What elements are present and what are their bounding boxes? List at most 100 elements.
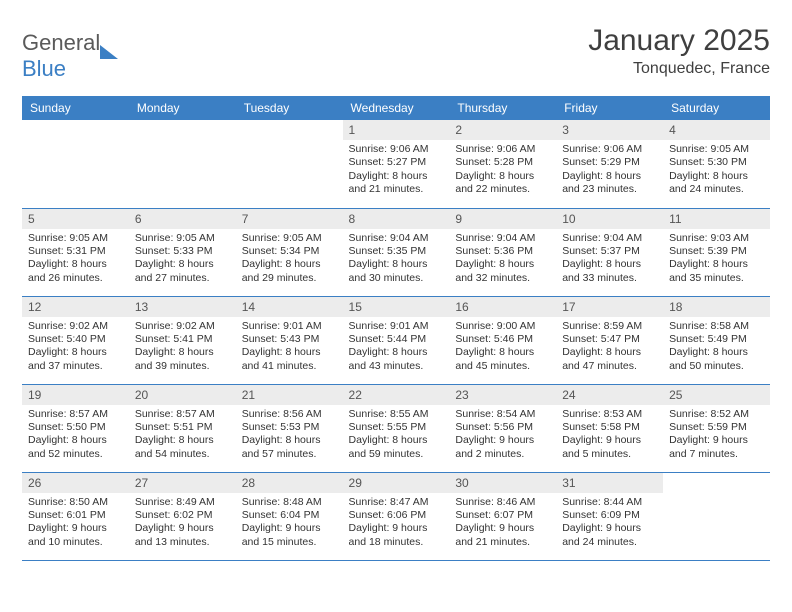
sunrise-text: Sunrise: 8:53 AM bbox=[562, 408, 642, 420]
sunset-text: Sunset: 5:43 PM bbox=[242, 333, 320, 345]
day-details: Sunrise: 9:06 AMSunset: 5:28 PMDaylight:… bbox=[449, 140, 556, 201]
day-details: Sunrise: 9:04 AMSunset: 5:36 PMDaylight:… bbox=[449, 229, 556, 290]
calendar-day-cell: 1Sunrise: 9:06 AMSunset: 5:27 PMDaylight… bbox=[343, 120, 450, 208]
calendar-day-cell: 19Sunrise: 8:57 AMSunset: 5:50 PMDayligh… bbox=[22, 384, 129, 472]
sunset-text: Sunset: 5:46 PM bbox=[455, 333, 533, 345]
calendar-day-cell: 4Sunrise: 9:05 AMSunset: 5:30 PMDaylight… bbox=[663, 120, 770, 208]
day-number: 16 bbox=[449, 297, 556, 317]
calendar-day-cell: 24 Sunrise: 8:53 AMSunset: 5:58 PMDayligh… bbox=[556, 384, 663, 472]
day-number: 27 bbox=[129, 473, 236, 493]
calendar-day-cell: 5Sunrise: 9:05 AMSunset: 5:31 PMDaylight… bbox=[22, 208, 129, 296]
day-number: 24 bbox=[556, 385, 663, 405]
sunrise-text: Sunrise: 8:57 AM bbox=[135, 408, 215, 420]
calendar-table: SundayMondayTuesdayWednesdayThursdayFrid… bbox=[22, 96, 770, 561]
sunrise-text: Sunrise: 9:01 AM bbox=[349, 320, 429, 332]
calendar-week-row: 12Sunrise: 9:02 AMSunset: 5:40 PMDayligh… bbox=[22, 296, 770, 384]
sunset-text: Sunset: 5:58 PM bbox=[562, 421, 640, 433]
calendar-day-cell: 23Sunrise: 8:54 AMSunset: 5:56 PMDayligh… bbox=[449, 384, 556, 472]
daylight-text: Daylight: 9 hours and 5 minutes. bbox=[562, 434, 641, 459]
calendar-day-cell: 26Sunrise: 8:50 AMSunset: 6:01 PMDayligh… bbox=[22, 472, 129, 560]
sunrise-text: Sunrise: 8:56 AM bbox=[242, 408, 322, 420]
sunset-text: Sunset: 6:06 PM bbox=[349, 509, 427, 521]
day-number: 19 bbox=[22, 385, 129, 405]
sunset-text: Sunset: 5:37 PM bbox=[562, 245, 640, 257]
day-number: 2 bbox=[449, 120, 556, 140]
calendar-day-cell bbox=[663, 472, 770, 560]
calendar-day-cell bbox=[22, 120, 129, 208]
day-number: 22 bbox=[343, 385, 450, 405]
daylight-text: Daylight: 9 hours and 7 minutes. bbox=[669, 434, 748, 459]
calendar-day-cell: 14Sunrise: 9:01 AMSunset: 5:43 PMDayligh… bbox=[236, 296, 343, 384]
sunset-text: Sunset: 5:40 PM bbox=[28, 333, 106, 345]
sunrise-text: Sunrise: 9:01 AM bbox=[242, 320, 322, 332]
sunrise-text: Sunrise: 9:05 AM bbox=[669, 143, 749, 155]
sunrise-text: Sunrise: 9:00 AM bbox=[455, 320, 535, 332]
column-header: Friday bbox=[556, 96, 663, 120]
sunrise-text: Sunrise: 8:57 AM bbox=[28, 408, 108, 420]
calendar-day-cell: 20Sunrise: 8:57 AMSunset: 5:51 PMDayligh… bbox=[129, 384, 236, 472]
calendar-day-cell: 9Sunrise: 9:04 AMSunset: 5:36 PMDaylight… bbox=[449, 208, 556, 296]
day-details: Sunrise: 9:01 AMSunset: 5:43 PMDaylight:… bbox=[236, 317, 343, 378]
calendar-day-cell: 6Sunrise: 9:05 AMSunset: 5:33 PMDaylight… bbox=[129, 208, 236, 296]
sunrise-text: Sunrise: 9:05 AM bbox=[242, 232, 322, 244]
calendar-day-cell: 29Sunrise: 8:47 AMSunset: 6:06 PMDayligh… bbox=[343, 472, 450, 560]
day-number: 20 bbox=[129, 385, 236, 405]
calendar-page: General Blue January 2025 Tonquedec, Fra… bbox=[0, 0, 792, 561]
day-details: Sunrise: 8:48 AMSunset: 6:04 PMDaylight:… bbox=[236, 493, 343, 554]
sunrise-text: Sunrise: 9:06 AM bbox=[562, 143, 642, 155]
sunset-text: Sunset: 5:36 PM bbox=[455, 245, 533, 257]
calendar-day-cell: 13Sunrise: 9:02 AMSunset: 5:41 PMDayligh… bbox=[129, 296, 236, 384]
sunset-text: Sunset: 5:39 PM bbox=[669, 245, 747, 257]
day-number: 15 bbox=[343, 297, 450, 317]
day-details: Sunrise: 8:50 AMSunset: 6:01 PMDaylight:… bbox=[22, 493, 129, 554]
calendar-day-cell: 17Sunrise: 8:59 AMSunset: 5:47 PMDayligh… bbox=[556, 296, 663, 384]
daylight-text: Daylight: 8 hours and 52 minutes. bbox=[28, 434, 107, 459]
day-details: Sunrise: 9:06 AMSunset: 5:27 PM Daylight:… bbox=[343, 140, 450, 201]
daylight-text: Daylight: 8 hours and 29 minutes. bbox=[242, 258, 321, 283]
sunset-text: Sunset: 6:02 PM bbox=[135, 509, 213, 521]
daylight-text: Daylight: 8 hours and 21 minutes. bbox=[349, 170, 428, 195]
day-number: 10 bbox=[556, 209, 663, 229]
sunrise-text: Sunrise: 8:54 AM bbox=[455, 408, 535, 420]
header: General Blue January 2025 Tonquedec, Fra… bbox=[22, 24, 770, 82]
logo-text: General Blue bbox=[22, 30, 100, 82]
sunset-text: Sunset: 5:41 PM bbox=[135, 333, 213, 345]
day-number: 3 bbox=[556, 120, 663, 140]
calendar-day-cell: 18Sunrise: 8:58 AMSunset: 5:49 PMDayligh… bbox=[663, 296, 770, 384]
daylight-text: Daylight: 9 hours and 21 minutes. bbox=[455, 522, 534, 547]
day-number: 30 bbox=[449, 473, 556, 493]
title-block: January 2025 Tonquedec, France bbox=[588, 24, 770, 78]
day-number: 13 bbox=[129, 297, 236, 317]
sunrise-text: Sunrise: 8:47 AM bbox=[349, 496, 429, 508]
day-details: Sunrise: 9:05 AMSunset: 5:34 PMDaylight:… bbox=[236, 229, 343, 290]
calendar-day-cell: 3Sunrise: 9:06 AMSunset: 5:29 PMDaylight… bbox=[556, 120, 663, 208]
day-details: Sunrise: 8:59 AMSunset: 5:47 PMDaylight:… bbox=[556, 317, 663, 378]
sunrise-text: Sunrise: 8:44 AM bbox=[562, 496, 642, 508]
day-details: Sunrise: 8:46 AMSunset: 6:07 PMDaylight:… bbox=[449, 493, 556, 554]
sunset-text: Sunset: 5:33 PM bbox=[135, 245, 213, 257]
day-number: 26 bbox=[22, 473, 129, 493]
sunrise-text: Sunrise: 9:02 AM bbox=[28, 320, 108, 332]
daylight-text: Daylight: 8 hours and 22 minutes. bbox=[455, 170, 534, 195]
day-details: Sunrise: 8:55 AMSunset: 5:55 PMDaylight:… bbox=[343, 405, 450, 466]
day-details: Sunrise: 8:56 AMSunset: 5:53 PMDaylight:… bbox=[236, 405, 343, 466]
daylight-text: Daylight: 8 hours and 27 minutes. bbox=[135, 258, 214, 283]
day-details: Sunrise: 9:04 AMSunset: 5:35 PMDaylight:… bbox=[343, 229, 450, 290]
calendar-body: 1Sunrise: 9:06 AMSunset: 5:27 PMDaylight… bbox=[22, 120, 770, 560]
daylight-text: Daylight: 8 hours and 50 minutes. bbox=[669, 346, 748, 371]
sunset-text: Sunset: 6:07 PM bbox=[455, 509, 533, 521]
day-details: Sunrise: 8:52 AMSunset: 5:59 PMDaylight:… bbox=[663, 405, 770, 466]
calendar-week-row: 26Sunrise: 8:50 AMSunset: 6:01 PMDayligh… bbox=[22, 472, 770, 560]
calendar-day-cell: 27Sunrise: 8:49 AMSunset: 6:02 PMDayligh… bbox=[129, 472, 236, 560]
day-details: Sunrise: 8:57 AMSunset: 5:50 PMDaylight:… bbox=[22, 405, 129, 466]
sunset-text: Sunset: 5:27 PM bbox=[349, 156, 427, 168]
calendar-day-cell: 15Sunrise: 9:01 AMSunset: 5:44 PMDayligh… bbox=[343, 296, 450, 384]
calendar-day-cell: 16Sunrise: 9:00 AMSunset: 5:46 PMDayligh… bbox=[449, 296, 556, 384]
sunrise-text: Sunrise: 9:06 AM bbox=[349, 143, 429, 155]
daylight-text: Daylight: 8 hours and 57 minutes. bbox=[242, 434, 321, 459]
day-number: 17 bbox=[556, 297, 663, 317]
logo: General Blue bbox=[22, 30, 118, 82]
sunrise-text: Sunrise: 8:58 AM bbox=[669, 320, 749, 332]
day-number: 31 bbox=[556, 473, 663, 493]
day-number: 8 bbox=[343, 209, 450, 229]
